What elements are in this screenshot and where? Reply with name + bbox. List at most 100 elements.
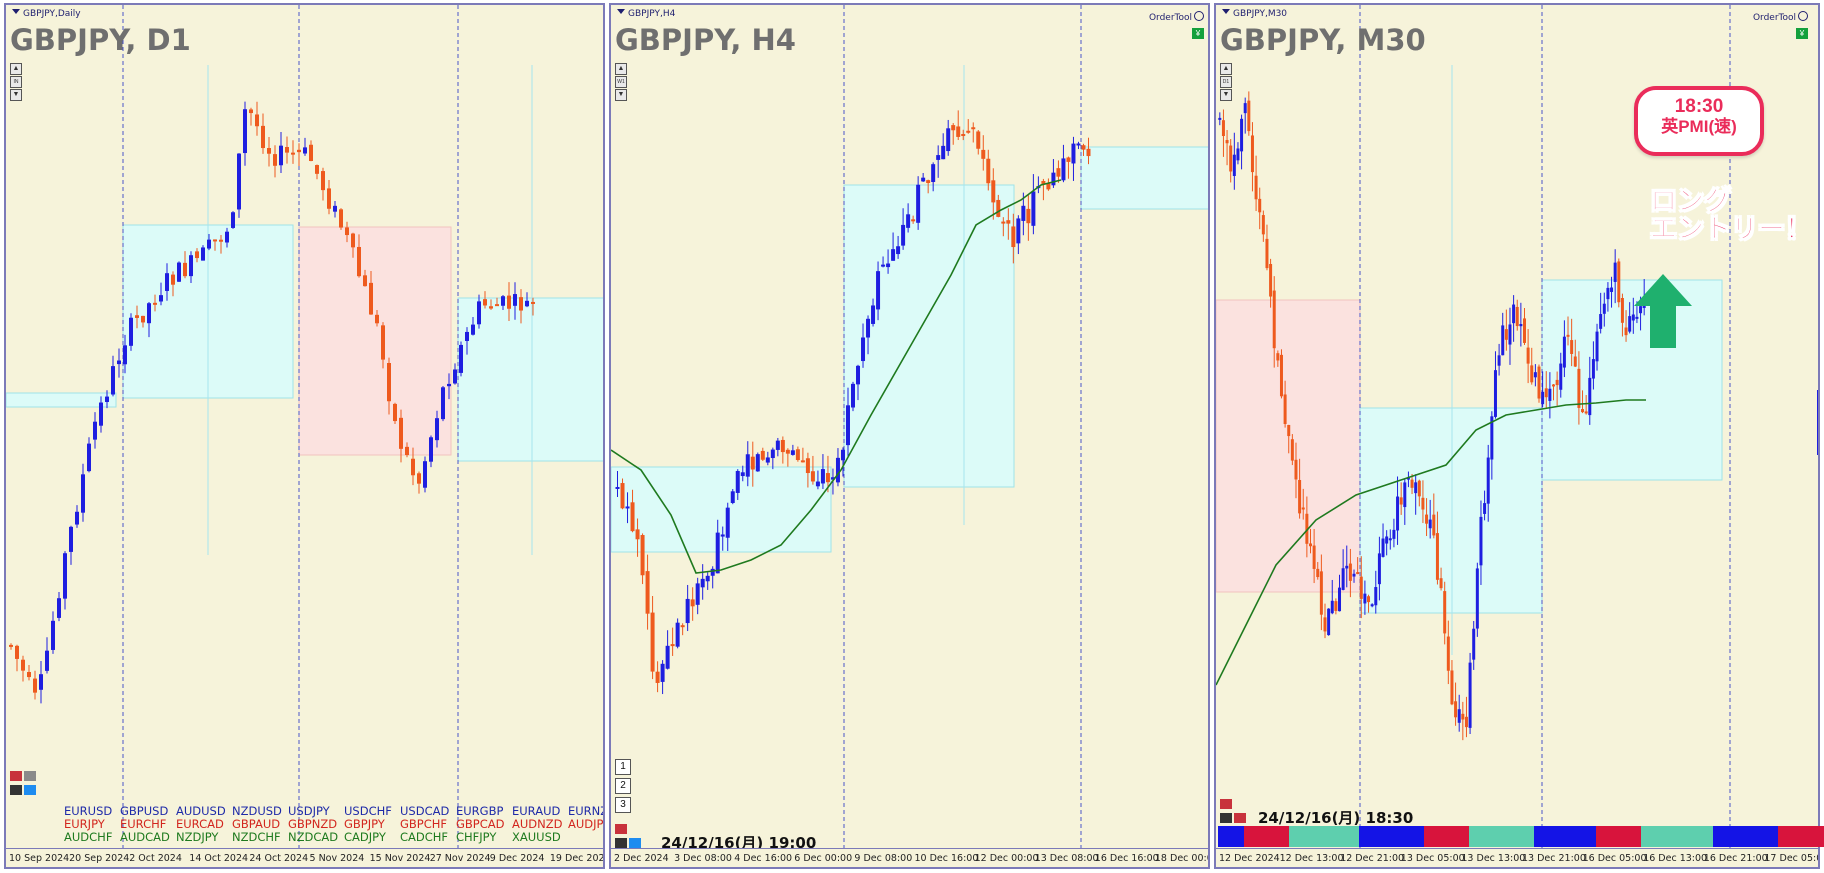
timeframe-button[interactable]: IN [10, 76, 22, 88]
number-button-2[interactable]: 2 [615, 778, 631, 794]
bear-candle [1261, 215, 1265, 235]
bear-candle [351, 233, 355, 248]
order-tool-label[interactable]: OrderTool [1149, 11, 1204, 23]
bear-candle [27, 672, 31, 678]
price-zone [1359, 407, 1543, 614]
currency-pair[interactable]: GBPNZD [288, 817, 338, 831]
bull-candle [1061, 158, 1066, 181]
currency-pair[interactable]: USDCHF [344, 804, 392, 818]
timeframe-button[interactable]: W1 [615, 76, 627, 88]
number-button-1[interactable]: 1 [615, 759, 631, 775]
bull-candle [459, 344, 463, 373]
bull-candle [1519, 324, 1523, 327]
currency-pair[interactable]: GBPCHF [400, 817, 448, 831]
currency-pair[interactable]: NZDUSD [232, 804, 282, 818]
currency-pair[interactable]: EURUSD [64, 804, 113, 818]
bull-candle [1588, 377, 1592, 416]
currency-pair[interactable]: CADJPY [344, 830, 386, 844]
currency-pair[interactable]: USDCAD [400, 804, 450, 818]
bear-candle [1272, 290, 1276, 349]
yen-icon[interactable]: ¥ [1796, 28, 1808, 39]
order-tool-label[interactable]: OrderTool [1753, 11, 1808, 23]
currency-pair[interactable]: AUDCAD [120, 830, 170, 844]
bear-candle [1229, 145, 1233, 172]
currency-pair[interactable]: XAUUSD [512, 830, 561, 844]
currency-pair[interactable]: EURAUD [512, 804, 561, 818]
tool-button[interactable] [1220, 813, 1232, 823]
currency-pair[interactable]: EURNZD [568, 804, 603, 818]
bear-candle [1279, 354, 1283, 397]
bear-candle [1515, 306, 1519, 327]
tool-button[interactable] [10, 785, 22, 795]
currency-pair[interactable]: GBPUSD [120, 804, 169, 818]
timeframe-button[interactable]: D1 [1220, 76, 1232, 88]
scroll-up-button[interactable]: ▲ [10, 63, 22, 75]
scroll-up-button[interactable]: ▲ [615, 63, 627, 75]
bear-candle [1624, 327, 1628, 336]
bear-candle [153, 302, 157, 305]
bull-candle [477, 301, 481, 325]
bull-candle [39, 674, 43, 690]
chart-panel-d1[interactable]: GBPJPY,Daily GBPJPY, D1 ▲ IN ▼ EURUSD GBP… [4, 3, 605, 869]
currency-pair[interactable]: AUDCHF [64, 830, 113, 844]
bull-candle [1475, 568, 1479, 629]
bull-candle [225, 231, 229, 243]
bear-candle [315, 165, 319, 174]
tool-button[interactable] [615, 838, 627, 848]
bear-candle [399, 417, 403, 449]
currency-pair[interactable]: EURCHF [120, 817, 167, 831]
currency-pair[interactable]: AUDUSD [176, 804, 226, 818]
bull-candle [720, 534, 725, 537]
scroll-down-button[interactable]: ▼ [615, 89, 627, 101]
info-button[interactable] [629, 838, 641, 848]
currency-pair[interactable]: AUDJPY [568, 817, 604, 831]
time-label: 4 Dec 16:00 [734, 853, 793, 864]
currency-pair[interactable]: NZDCAD [288, 830, 339, 844]
time-label: 12 Dec 00:00 [974, 853, 1039, 864]
currency-pair[interactable]: EURJPY [64, 817, 105, 831]
currency-pair[interactable]: GBPAUD [232, 817, 281, 831]
bear-candle [1464, 716, 1468, 728]
bull-candle [1479, 516, 1483, 566]
chart-panel-m30[interactable]: GBPJPY,M30 GBPJPY, M30 OrderTool ¥ ▲ D1 … [1214, 3, 1820, 869]
currency-pair[interactable]: CADCHF [400, 830, 449, 844]
bull-candle [1457, 709, 1461, 723]
bull-candle [63, 553, 67, 599]
bull-candle [45, 650, 49, 671]
minus-button[interactable] [1220, 799, 1232, 809]
currency-pair[interactable]: NZDCHF [232, 830, 281, 844]
currency-pair[interactable]: USDJPY [288, 804, 330, 818]
time-label: 2 Oct 2024 [129, 853, 182, 864]
close-button[interactable] [24, 771, 36, 781]
yen-icon[interactable]: ¥ [1192, 28, 1204, 39]
minus-button[interactable] [10, 771, 22, 781]
scroll-down-button[interactable]: ▼ [10, 89, 22, 101]
scroll-up-button[interactable]: ▲ [1220, 63, 1232, 75]
info-button[interactable] [24, 785, 36, 795]
currency-pair[interactable]: AUDNZD [512, 817, 563, 831]
price-zone [1216, 299, 1361, 593]
gear-icon[interactable] [1194, 11, 1204, 21]
bull-candle [615, 486, 620, 489]
currency-pair[interactable]: CHFJPY [456, 830, 497, 844]
scroll-down-button[interactable]: ▼ [1220, 89, 1232, 101]
number-button-3[interactable]: 3 [615, 797, 631, 813]
bear-candle [1001, 221, 1006, 224]
bull-candle [1501, 325, 1505, 356]
gear-icon[interactable] [1798, 11, 1808, 21]
chart-panel-h4[interactable]: GBPJPY,H4 GBPJPY, H4 OrderTool ¥ ▲ W1 ▼ … [609, 3, 1210, 869]
bull-candle [471, 324, 475, 335]
currency-pair[interactable]: EURGBP [456, 804, 504, 818]
currency-pair[interactable]: NZDJPY [176, 830, 219, 844]
currency-pair[interactable]: GBPCAD [456, 817, 505, 831]
bear-candle [911, 219, 916, 222]
alert-button[interactable] [1234, 813, 1246, 823]
currency-pair[interactable] [568, 831, 603, 844]
bull-candle [660, 663, 665, 682]
currency-pair[interactable]: EURCAD [176, 817, 224, 831]
bear-candle [1454, 701, 1458, 718]
bull-candle [465, 331, 469, 341]
time-axis: 10 Sep 2024 20 Sep 2024 2 Oct 2024 14 Oct 2… [6, 848, 603, 867]
currency-pair[interactable]: GBPJPY [344, 817, 385, 831]
minus-button[interactable] [615, 824, 627, 834]
